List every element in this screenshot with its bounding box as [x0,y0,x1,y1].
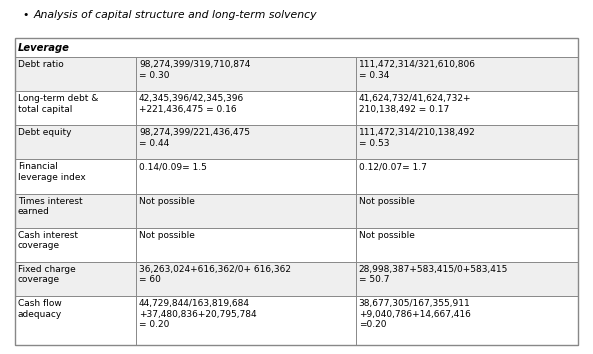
Text: Analysis of capital structure and long-term solvency: Analysis of capital structure and long-t… [34,10,317,20]
Text: Debt ratio: Debt ratio [18,60,64,69]
Text: 0.12/0.07= 1.7: 0.12/0.07= 1.7 [359,162,426,171]
Bar [15,38,578,57]
Text: 111,472,314/321,610,806
= 0.34: 111,472,314/321,610,806 = 0.34 [359,60,476,80]
Text: 0.14/0.09= 1.5: 0.14/0.09= 1.5 [139,162,207,171]
Text: Times interest
earned: Times interest earned [18,196,82,216]
Text: 98,274,399/221,436,475
= 0.44: 98,274,399/221,436,475 = 0.44 [139,128,250,148]
Text: Not possible: Not possible [359,230,415,240]
Bar [15,91,578,125]
Text: Debt equity: Debt equity [18,128,72,137]
Text: Cash interest
coverage: Cash interest coverage [18,230,78,250]
Text: Not possible: Not possible [359,196,415,206]
Text: •: • [22,10,28,20]
Bar [15,262,578,296]
Text: Financial
leverage index: Financial leverage index [18,162,86,182]
Text: 41,624,732/41,624,732+
210,138,492 = 0.17: 41,624,732/41,624,732+ 210,138,492 = 0.1… [359,94,471,114]
Bar [15,194,578,228]
Bar [15,38,578,345]
Bar [15,125,578,159]
Bar [15,228,578,262]
Text: 44,729,844/163,819,684
+37,480,836+20,795,784
= 0.20: 44,729,844/163,819,684 +37,480,836+20,79… [139,299,257,329]
Text: Cash flow
adequacy: Cash flow adequacy [18,299,62,319]
Text: Long-term debt &
total capital: Long-term debt & total capital [18,94,98,114]
Bar [15,57,578,91]
Text: 36,263,024+616,362/0+ 616,362
= 60: 36,263,024+616,362/0+ 616,362 = 60 [139,265,291,285]
Text: 42,345,396/42,345,396
+221,436,475 = 0.16: 42,345,396/42,345,396 +221,436,475 = 0.1… [139,94,244,114]
Text: 98,274,399/319,710,874
= 0.30: 98,274,399/319,710,874 = 0.30 [139,60,250,80]
Text: 28,998,387+583,415/0+583,415
= 50.7: 28,998,387+583,415/0+583,415 = 50.7 [359,265,508,285]
Text: Fixed charge
coverage: Fixed charge coverage [18,265,76,285]
Text: Leverage: Leverage [18,42,70,52]
Text: Not possible: Not possible [139,196,195,206]
Bar [15,159,578,194]
Text: 111,472,314/210,138,492
= 0.53: 111,472,314/210,138,492 = 0.53 [359,128,476,148]
Bar [15,296,578,345]
Text: 38,677,305/167,355,911
+9,040,786+14,667,416
=0.20: 38,677,305/167,355,911 +9,040,786+14,667… [359,299,470,329]
Text: Not possible: Not possible [139,230,195,240]
